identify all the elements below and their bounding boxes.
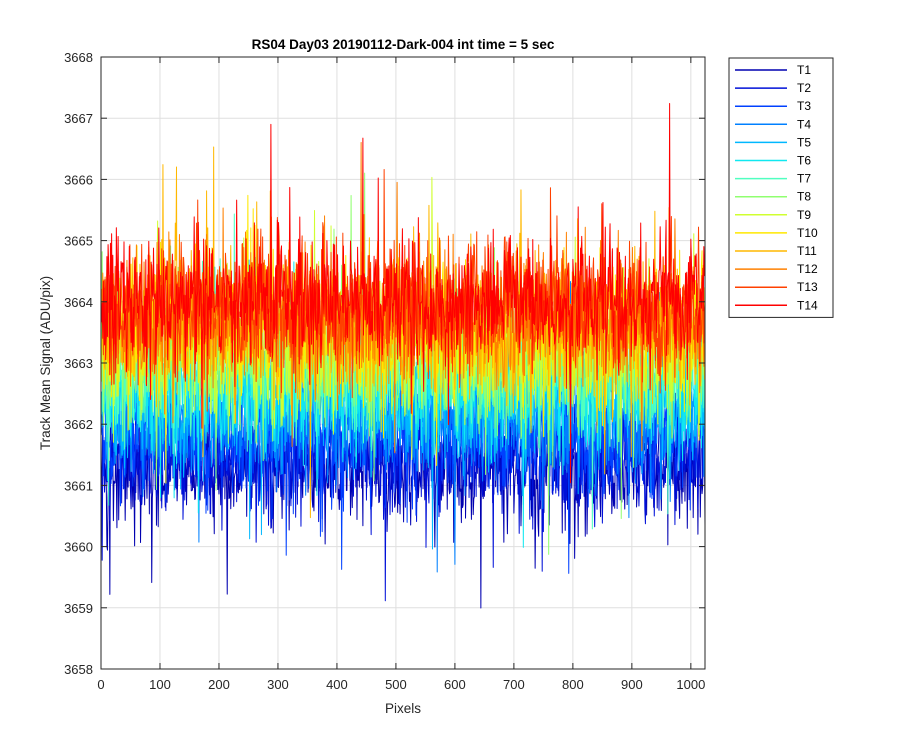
y-tick-label: 3662 (64, 417, 93, 432)
x-tick-label: 800 (562, 677, 584, 692)
legend-label-t4: T4 (797, 117, 811, 131)
series-line-t14 (101, 102, 705, 484)
y-axis-label: Track Mean Signal (ADU/pix) (38, 276, 53, 450)
y-tick-label: 3659 (64, 601, 93, 616)
legend-label-t2: T2 (797, 81, 811, 95)
y-tick-label: 3666 (64, 172, 93, 187)
y-tick-label: 3661 (64, 478, 93, 493)
x-tick-label: 0 (97, 677, 104, 692)
y-tick-label: 3664 (64, 295, 93, 310)
legend-label-t12: T12 (797, 262, 818, 276)
x-tick-label: 200 (208, 677, 230, 692)
chart-title: RS04 Day03 20190112-Dark-004 int time = … (252, 37, 555, 52)
x-tick-label: 900 (621, 677, 643, 692)
y-tick-label: 3668 (64, 50, 93, 65)
legend-label-t11: T11 (797, 244, 817, 258)
axis-ticks: 0 100 200 300 400 500 600 700 800 900 1000 3658 3659… (64, 50, 705, 692)
x-axis-label: Pixels (385, 701, 421, 716)
legend-label-t8: T8 (797, 190, 811, 204)
y-tick-label: 3667 (64, 111, 93, 126)
y-tick-label: 3665 (64, 234, 93, 249)
legend-label-t1: T1 (797, 63, 811, 77)
series-lines (101, 102, 705, 609)
y-tick-label: 3660 (64, 540, 93, 555)
legend-label-t5: T5 (797, 135, 811, 149)
x-tick-label: 400 (326, 677, 348, 692)
legend: T1 T2 T3 T4 T5 T6 T7 T8 T9 T10 T11 T12 T13 T14 (728, 57, 834, 318)
legend-label-t13: T13 (797, 280, 818, 294)
x-tick-label: 100 (149, 677, 171, 692)
y-tick-label: 3658 (64, 662, 93, 677)
legend-label-t7: T7 (797, 172, 811, 186)
x-tick-label: 300 (267, 677, 289, 692)
y-tick-label: 3663 (64, 356, 93, 371)
x-tick-label: 500 (385, 677, 407, 692)
x-tick-label: 1000 (676, 677, 705, 692)
legend-label-t10: T10 (797, 226, 818, 240)
legend-label-t3: T3 (797, 99, 811, 113)
legend-label-t9: T9 (797, 208, 811, 222)
legend-label-t14: T14 (797, 298, 818, 312)
legend-label-t6: T6 (797, 154, 811, 168)
legend-box (728, 57, 834, 318)
x-tick-label: 700 (503, 677, 525, 692)
x-tick-label: 600 (444, 677, 466, 692)
